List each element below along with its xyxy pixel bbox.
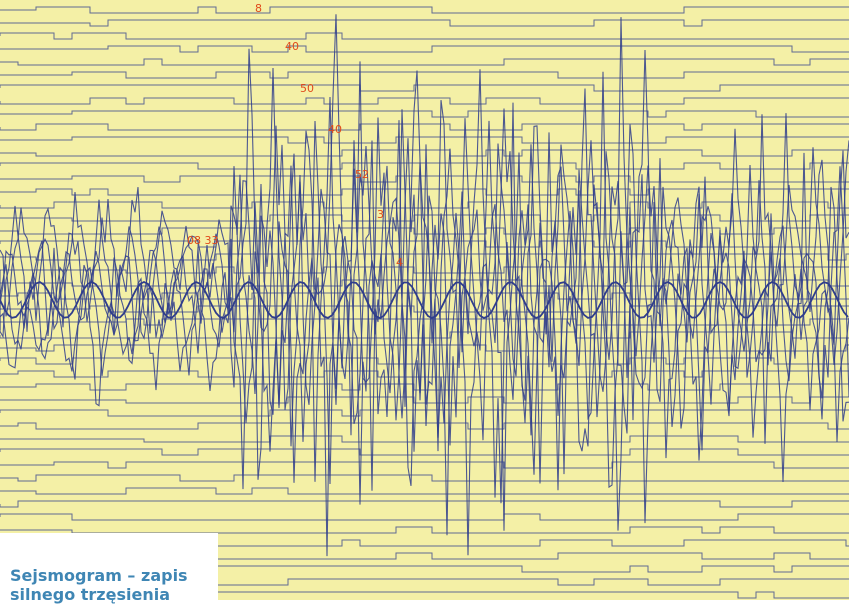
trace-line (0, 370, 849, 378)
trace-line (0, 175, 849, 183)
trace-line (0, 500, 849, 508)
trace-line (0, 240, 849, 248)
trace-line (0, 19, 849, 27)
trace-line (0, 123, 849, 131)
wave-trace (0, 102, 849, 557)
trace-line (0, 58, 849, 66)
baseline-trace (0, 280, 849, 320)
trace-line (0, 6, 849, 14)
trace-line (0, 461, 849, 469)
trace-line (0, 84, 849, 92)
trace-line (0, 474, 849, 482)
trace-line (0, 487, 849, 495)
trace-line (0, 435, 849, 443)
trace-line (0, 188, 849, 196)
time-marker: 3 (377, 208, 384, 221)
trace-line (0, 71, 849, 79)
trace-line (0, 357, 849, 365)
time-marker: 8 (255, 2, 262, 15)
time-marker: 08 33 (187, 234, 219, 247)
trace-line (0, 136, 849, 144)
trace-line (0, 97, 849, 105)
trace-line (0, 162, 849, 170)
trace-line (0, 201, 849, 209)
time-marker: 52 (355, 168, 369, 181)
trace-line (0, 32, 849, 40)
wave-trace (0, 71, 849, 536)
trace-line (0, 331, 849, 339)
time-marker: 40 (285, 40, 299, 53)
time-marker: 40 (328, 123, 342, 136)
time-marker: 4 (396, 256, 403, 269)
trace-line (0, 396, 849, 404)
time-marker: 50 (300, 82, 314, 95)
trace-line (0, 448, 849, 456)
caption-box: Sejsmogram – zapis silnego trzęsienia (0, 533, 218, 604)
trace-line (0, 344, 849, 352)
caption: Sejsmogram – zapis silnego trzęsienia (10, 566, 188, 604)
trace-line (0, 422, 849, 430)
trace-line (0, 513, 849, 521)
trace-line (0, 45, 849, 53)
trace-line (0, 110, 849, 118)
